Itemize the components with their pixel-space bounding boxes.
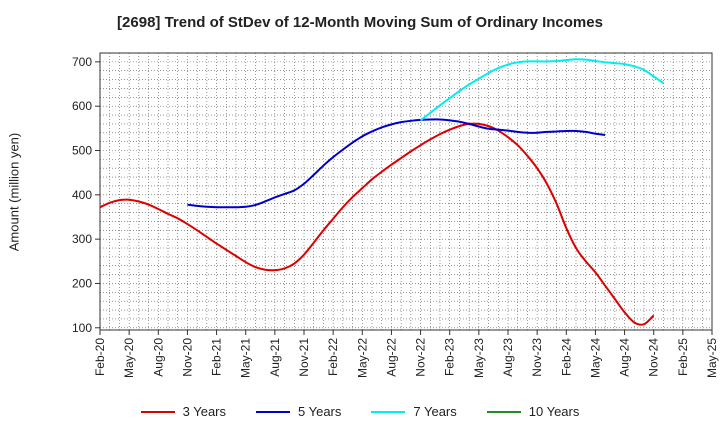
x-tick-label: Aug-20	[151, 338, 165, 377]
x-tick-label: Feb-20	[93, 338, 107, 376]
y-tick-label: 500	[72, 144, 92, 158]
y-tick-label: 600	[72, 99, 92, 113]
axis-layer	[95, 52, 713, 335]
legend-swatch	[140, 410, 175, 413]
x-tick-label: Feb-22	[326, 338, 340, 376]
x-tick-label: Nov-24	[647, 338, 661, 377]
series-line-5-years	[187, 118, 606, 209]
plot-frame	[99, 52, 713, 331]
x-tick-label: May-20	[122, 338, 136, 378]
y-tick-label: 100	[72, 321, 92, 335]
x-tick-label: May-23	[472, 338, 486, 378]
y-tick-label: 200	[72, 276, 92, 290]
x-tick-label: May-22	[355, 338, 369, 378]
x-tick-label: May-25	[705, 338, 719, 378]
y-tick-label: 700	[72, 55, 92, 69]
x-tick-label: Aug-22	[384, 338, 398, 377]
y-tick-label: 400	[72, 188, 92, 202]
x-tick-label: Nov-22	[414, 338, 428, 377]
chart-title: [2698] Trend of StDev of 12-Month Moving…	[117, 14, 603, 31]
x-tick-label: Nov-21	[297, 338, 311, 377]
tick-layer: 100 200 300 400 500 600 700 Feb-20 May-20 Aug-20 N…	[72, 55, 719, 378]
x-tick-label: Aug-24	[618, 338, 632, 377]
legend-item-7-years: 7 Years	[371, 404, 457, 419]
x-tick-label: May-21	[239, 338, 253, 378]
y-tick-label: 300	[72, 232, 92, 246]
x-tick-label: Nov-23	[530, 338, 544, 377]
x-tick-label: Feb-21	[210, 338, 224, 376]
grid-layer	[99, 52, 713, 330]
x-tick-label: Aug-23	[501, 338, 515, 377]
legend: 3 Years 5 Years 7 Years 10 Years	[0, 404, 720, 419]
x-tick-label: May-24	[588, 338, 602, 378]
legend-item-3-years: 3 Years	[140, 404, 226, 419]
legend-swatch	[256, 410, 290, 413]
legend-item-5-years: 5 Years	[256, 404, 341, 419]
legend-label: 5 Years	[298, 404, 342, 419]
series-line-7-years	[419, 58, 664, 122]
legend-swatch	[371, 410, 406, 413]
x-tick-label: Feb-25	[676, 338, 690, 376]
x-tick-label: Feb-23	[443, 338, 457, 376]
series-layer	[99, 58, 664, 326]
x-tick-label: Nov-20	[180, 338, 194, 377]
x-tick-label: Aug-21	[268, 338, 282, 377]
legend-item-10-years: 10 Years	[486, 404, 580, 419]
x-tick-label: Feb-24	[559, 338, 573, 376]
legend-label: 3 Years	[182, 404, 226, 419]
legend-label: 10 Years	[528, 404, 580, 419]
series-line-3-years	[99, 122, 655, 326]
legend-label: 7 Years	[413, 404, 457, 419]
legend-swatch	[486, 410, 521, 413]
